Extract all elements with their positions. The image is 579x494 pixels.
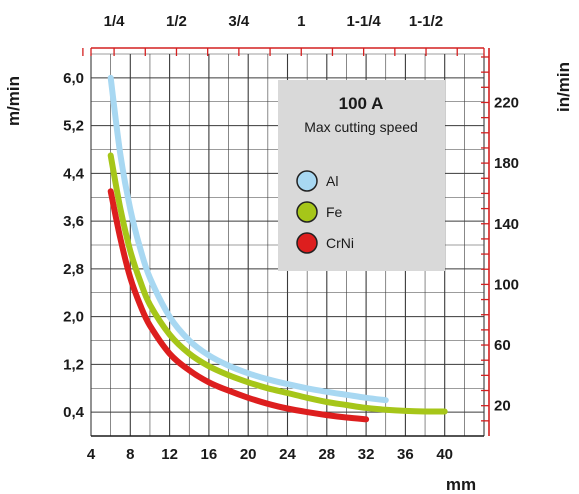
y-left-tick-label: 1,2	[63, 356, 84, 373]
x-tick-label: 8	[126, 446, 134, 463]
x-tick-label: 40	[436, 446, 453, 463]
y-right-tick-label: 220	[494, 94, 519, 111]
y-axis-right-title: in/min	[554, 62, 573, 112]
series-line-crni	[107, 188, 370, 423]
legend-marker-fe	[296, 201, 318, 223]
y-axis-left-title: m/min	[4, 76, 23, 126]
legend-marker-crni	[296, 232, 318, 254]
tick-label-layer: 4 8 12 16 20 24 28 32 36 40 0,4 1,2 2,0 2,8 3,6 4,4 5,2 6…	[63, 13, 519, 463]
y-right-tick-label: 20	[494, 398, 511, 415]
y-right-tick-label: 180	[494, 155, 519, 172]
y-left-tick-label: 2,8	[63, 261, 84, 278]
legend-label-crni: CrNi	[326, 235, 354, 251]
x-axis-title: mm	[446, 475, 476, 494]
legend-marker-al	[296, 170, 318, 192]
legend-subtitle: Max cutting speed	[304, 119, 418, 135]
x-tick-label: 4	[87, 446, 96, 463]
y-right-tick-label: 60	[494, 337, 511, 354]
legend-label-fe: Fe	[326, 204, 343, 220]
series-layer	[107, 74, 448, 423]
x-tick-label: 12	[161, 446, 178, 463]
y-left-tick-label: 4,4	[63, 165, 85, 182]
y-left-tick-label: 3,6	[63, 213, 84, 230]
y-left-tick-label: 5,2	[63, 118, 84, 135]
top-tick-label: 1/4	[104, 13, 126, 30]
x-tick-label: 28	[318, 446, 335, 463]
x-tick-label: 16	[201, 446, 218, 463]
x-tick-label: 20	[240, 446, 257, 463]
legend: 100 A Max cutting speed Al Fe CrNi	[278, 80, 445, 271]
legend-label-al: Al	[326, 173, 338, 189]
top-tick-label: 1/2	[166, 13, 187, 30]
y-left-tick-label: 0,4	[63, 404, 85, 421]
top-tick-label: 3/4	[228, 13, 250, 30]
top-tick-label: 1-1/2	[409, 13, 443, 30]
y-left-tick-label: 2,0	[63, 309, 84, 326]
y-right-tick-label: 100	[494, 276, 519, 293]
x-tick-label: 32	[358, 446, 375, 463]
axis-frame-layer	[82, 47, 490, 437]
y-left-tick-label: 6,0	[63, 70, 84, 87]
legend-title: 100 A	[339, 94, 384, 113]
x-tick-label: 24	[279, 446, 296, 463]
x-tick-label: 36	[397, 446, 414, 463]
series-line-fe	[107, 152, 448, 415]
y-right-tick-label: 140	[494, 216, 519, 233]
top-tick-label: 1-1/4	[347, 13, 382, 30]
series-line-al	[107, 74, 389, 404]
top-tick-label: 1	[297, 13, 305, 30]
